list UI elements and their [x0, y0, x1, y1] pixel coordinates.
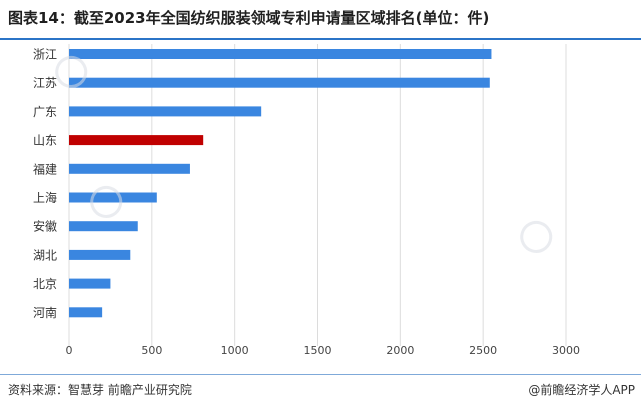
- category-label: 江苏: [33, 76, 57, 90]
- bar-4: [69, 135, 204, 146]
- category-label: 上海: [33, 190, 57, 205]
- bar-6: [69, 192, 157, 203]
- bar-7: [69, 221, 138, 232]
- category-label: 浙江: [33, 48, 57, 62]
- footer-rule: [0, 374, 641, 375]
- bar-9: [69, 278, 111, 289]
- category-label: 北京: [33, 277, 57, 291]
- x-tick-label: 2000: [386, 344, 414, 357]
- brand-credit: @前瞻经济学人APP: [528, 383, 635, 397]
- bar-10: [69, 307, 103, 318]
- category-label: 山东: [33, 134, 57, 148]
- category-label: 广东: [33, 105, 57, 119]
- category-label: 湖北: [33, 247, 57, 262]
- x-tick-label: 0: [66, 344, 73, 357]
- source-note: 资料来源：智慧芽 前瞻产业研究院: [8, 383, 192, 397]
- bar-2: [69, 77, 490, 88]
- chart-title: 图表14：截至2023年全国纺织服装领域专利申请量区域排名(单位：件): [8, 9, 490, 27]
- x-tick-label: 1000: [221, 344, 249, 357]
- x-tick-label: 2500: [469, 344, 497, 357]
- header-rule: [0, 38, 641, 40]
- bar-1: [69, 49, 492, 59]
- x-tick-label: 500: [141, 344, 162, 357]
- x-tick-label: 1500: [304, 344, 332, 357]
- x-tick-label: 3000: [552, 344, 580, 357]
- bar-8: [69, 249, 131, 260]
- bar-5: [69, 163, 190, 174]
- category-label: 河南: [33, 305, 57, 320]
- category-label: 福建: [33, 161, 57, 176]
- category-label: 安徽: [33, 219, 57, 234]
- bar-3: [69, 106, 262, 117]
